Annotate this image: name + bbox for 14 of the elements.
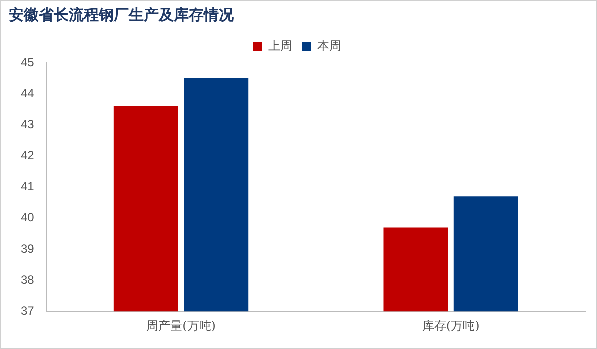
y-tick-label: 37: [20, 304, 35, 318]
x-tick-label: 周产量(万吨): [146, 318, 216, 333]
y-tick-label: 39: [20, 242, 35, 256]
x-tick-label: 库存(万吨): [422, 318, 480, 333]
legend-label: 上周: [268, 39, 292, 54]
y-tick-label: 40: [20, 210, 35, 225]
y-tick-label: 42: [20, 148, 35, 163]
legend-label: 本周: [318, 39, 342, 54]
chart-title: 安徽省长流程钢厂生产及库存情况: [9, 6, 234, 25]
y-tick-label: 43: [20, 117, 35, 132]
y-tick-label: 44: [20, 86, 35, 100]
y-tick-label: 45: [20, 55, 35, 70]
y-tick-label: 38: [20, 272, 35, 287]
y-tick-label: 41: [20, 180, 35, 194]
